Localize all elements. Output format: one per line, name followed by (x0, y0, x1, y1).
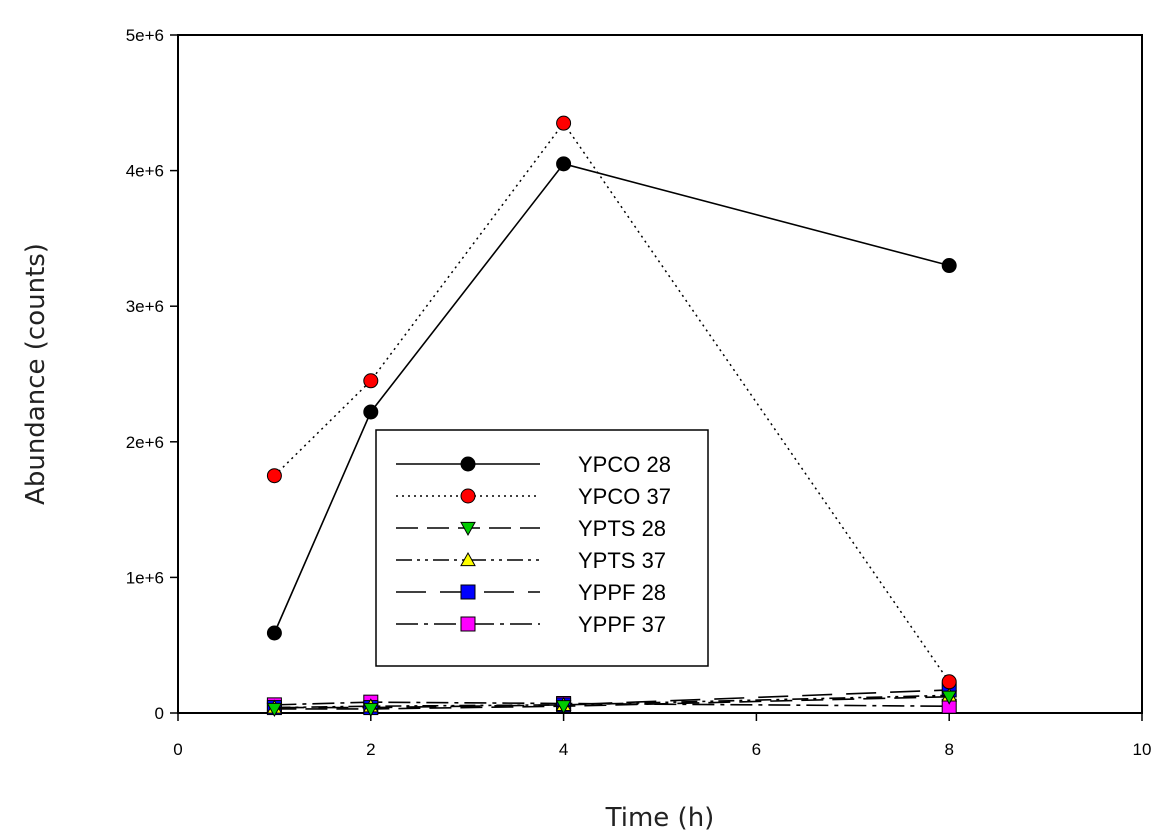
legend-item: YPPF 28 (396, 580, 666, 605)
x-tick-label: 6 (752, 740, 761, 759)
data-point (941, 690, 958, 705)
series-line (273, 162, 950, 634)
series-line (274, 701, 950, 708)
legend-item: YPTS 28 (396, 516, 666, 541)
legend-box (375, 429, 709, 667)
y-tick-label: 1e+6 (126, 568, 164, 587)
legend-marker (460, 551, 476, 567)
data-point (941, 674, 957, 690)
legend-label: YPCO 37 (578, 484, 671, 509)
legend-item: YPCO 28 (396, 452, 671, 477)
legend-item: YPCO 37 (396, 484, 671, 509)
y-tick-label: 2e+6 (126, 433, 164, 452)
legend-label: YPTS 37 (578, 548, 666, 573)
y-axis-ticks: 0 1e+6 2e+6 3e+6 4e+6 5e+6 (126, 26, 178, 723)
data-point (363, 373, 379, 389)
plot-frame (177, 34, 1143, 714)
legend-label: YPPF 37 (578, 612, 666, 637)
x-tick-label: 10 (1133, 740, 1152, 759)
data-point (266, 625, 282, 641)
x-tick-label: 0 (173, 740, 182, 759)
x-axis-title: Time (h) (605, 803, 715, 833)
x-tick-label: 4 (559, 740, 568, 759)
legend-item: YPPF 37 (396, 612, 666, 637)
data-point (266, 702, 283, 717)
x-tick-label: 2 (366, 740, 375, 759)
legend-label: YPPF 28 (578, 580, 666, 605)
y-tick-label: 0 (155, 704, 164, 723)
y-tick-label: 4e+6 (126, 162, 164, 181)
legend-marker (460, 456, 476, 472)
data-point (556, 115, 572, 131)
data-point (555, 700, 572, 715)
legend-label: YPTS 28 (578, 516, 666, 541)
series-1 (266, 115, 957, 690)
legend: YPCO 28 YPCO 37 YPTS 28 YPTS 37 YPPF 28 YPPF … (375, 429, 709, 667)
legend-item: YPTS 37 (396, 548, 666, 573)
data-point (556, 156, 572, 172)
y-tick-label: 3e+6 (126, 297, 164, 316)
legend-label: YPCO 28 (578, 452, 671, 477)
y-tick-label: 5e+6 (126, 26, 164, 45)
legend-marker (460, 521, 476, 537)
series-line (274, 694, 950, 709)
series-0 (266, 156, 957, 641)
legend-marker (460, 616, 476, 632)
legend-marker (460, 488, 476, 504)
data-point (362, 702, 379, 717)
series-layer (266, 115, 958, 717)
data-point (266, 468, 282, 484)
data-point (941, 258, 957, 274)
legend-marker (460, 584, 476, 600)
data-point (363, 404, 379, 420)
y-axis-title: Abundance (counts) (21, 243, 51, 505)
x-axis-ticks: 0 2 4 6 8 10 (173, 713, 1151, 759)
series-line (273, 121, 950, 683)
x-tick-label: 8 (944, 740, 953, 759)
series-line (274, 695, 950, 710)
series-2 (266, 690, 958, 717)
